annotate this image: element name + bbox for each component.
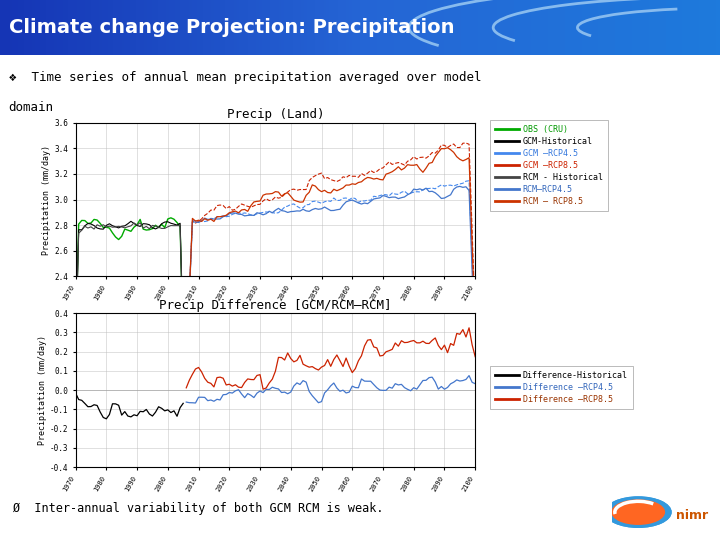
Title: Precip (Land): Precip (Land) bbox=[227, 109, 324, 122]
Y-axis label: Precipitation (mm/day): Precipitation (mm/day) bbox=[42, 145, 51, 254]
Circle shape bbox=[606, 497, 671, 527]
Text: domain: domain bbox=[9, 100, 53, 114]
Circle shape bbox=[612, 500, 665, 524]
Y-axis label: Precipitation (mm/day): Precipitation (mm/day) bbox=[37, 335, 47, 445]
Legend: OBS (CRU), GCM-Historical, GCM –RCP4.5, GCM –RCP8.5, RCM - Historical, RCM–RCP4.: OBS (CRU), GCM-Historical, GCM –RCP4.5, … bbox=[490, 120, 608, 211]
Legend: Difference-Historical, Difference –RCP4.5, Difference –RCP8.5: Difference-Historical, Difference –RCP4.… bbox=[490, 366, 633, 409]
Text: nimr: nimr bbox=[675, 509, 708, 522]
Text: ❖  Time series of annual mean precipitation averaged over model: ❖ Time series of annual mean precipitati… bbox=[9, 71, 481, 84]
Text: Climate change Projection: Precipitation: Climate change Projection: Precipitation bbox=[9, 18, 454, 37]
Title: Precip Difference [GCM/RCM–RCM]: Precip Difference [GCM/RCM–RCM] bbox=[159, 299, 392, 312]
Text: Ø  Inter-annual variability of both GCM RCM is weak.: Ø Inter-annual variability of both GCM R… bbox=[13, 502, 384, 515]
